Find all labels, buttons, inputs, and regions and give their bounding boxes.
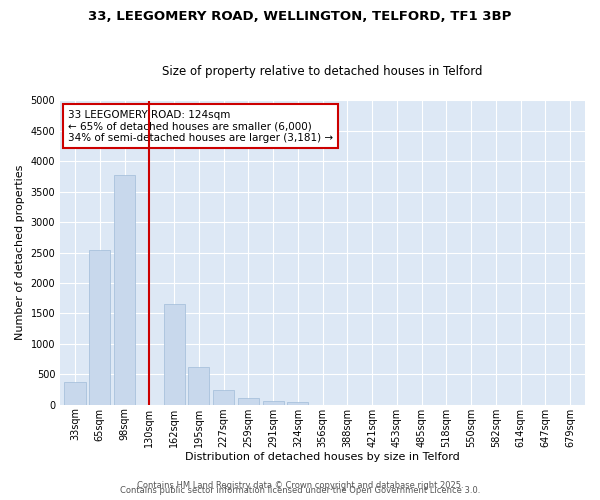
Bar xyxy=(64,382,86,404)
X-axis label: Distribution of detached houses by size in Telford: Distribution of detached houses by size … xyxy=(185,452,460,462)
Bar xyxy=(89,250,110,404)
Bar xyxy=(114,174,135,404)
Bar xyxy=(188,366,209,405)
Title: Size of property relative to detached houses in Telford: Size of property relative to detached ho… xyxy=(163,66,483,78)
Bar xyxy=(263,400,284,404)
Y-axis label: Number of detached properties: Number of detached properties xyxy=(15,165,25,340)
Text: 33 LEEGOMERY ROAD: 124sqm
← 65% of detached houses are smaller (6,000)
34% of se: 33 LEEGOMERY ROAD: 124sqm ← 65% of detac… xyxy=(68,110,333,143)
Bar xyxy=(164,304,185,404)
Bar xyxy=(213,390,234,404)
Text: Contains HM Land Registry data © Crown copyright and database right 2025.: Contains HM Land Registry data © Crown c… xyxy=(137,481,463,490)
Text: Contains public sector information licensed under the Open Government Licence 3.: Contains public sector information licen… xyxy=(120,486,480,495)
Bar xyxy=(238,398,259,404)
Text: 33, LEEGOMERY ROAD, WELLINGTON, TELFORD, TF1 3BP: 33, LEEGOMERY ROAD, WELLINGTON, TELFORD,… xyxy=(88,10,512,23)
Bar xyxy=(287,402,308,404)
